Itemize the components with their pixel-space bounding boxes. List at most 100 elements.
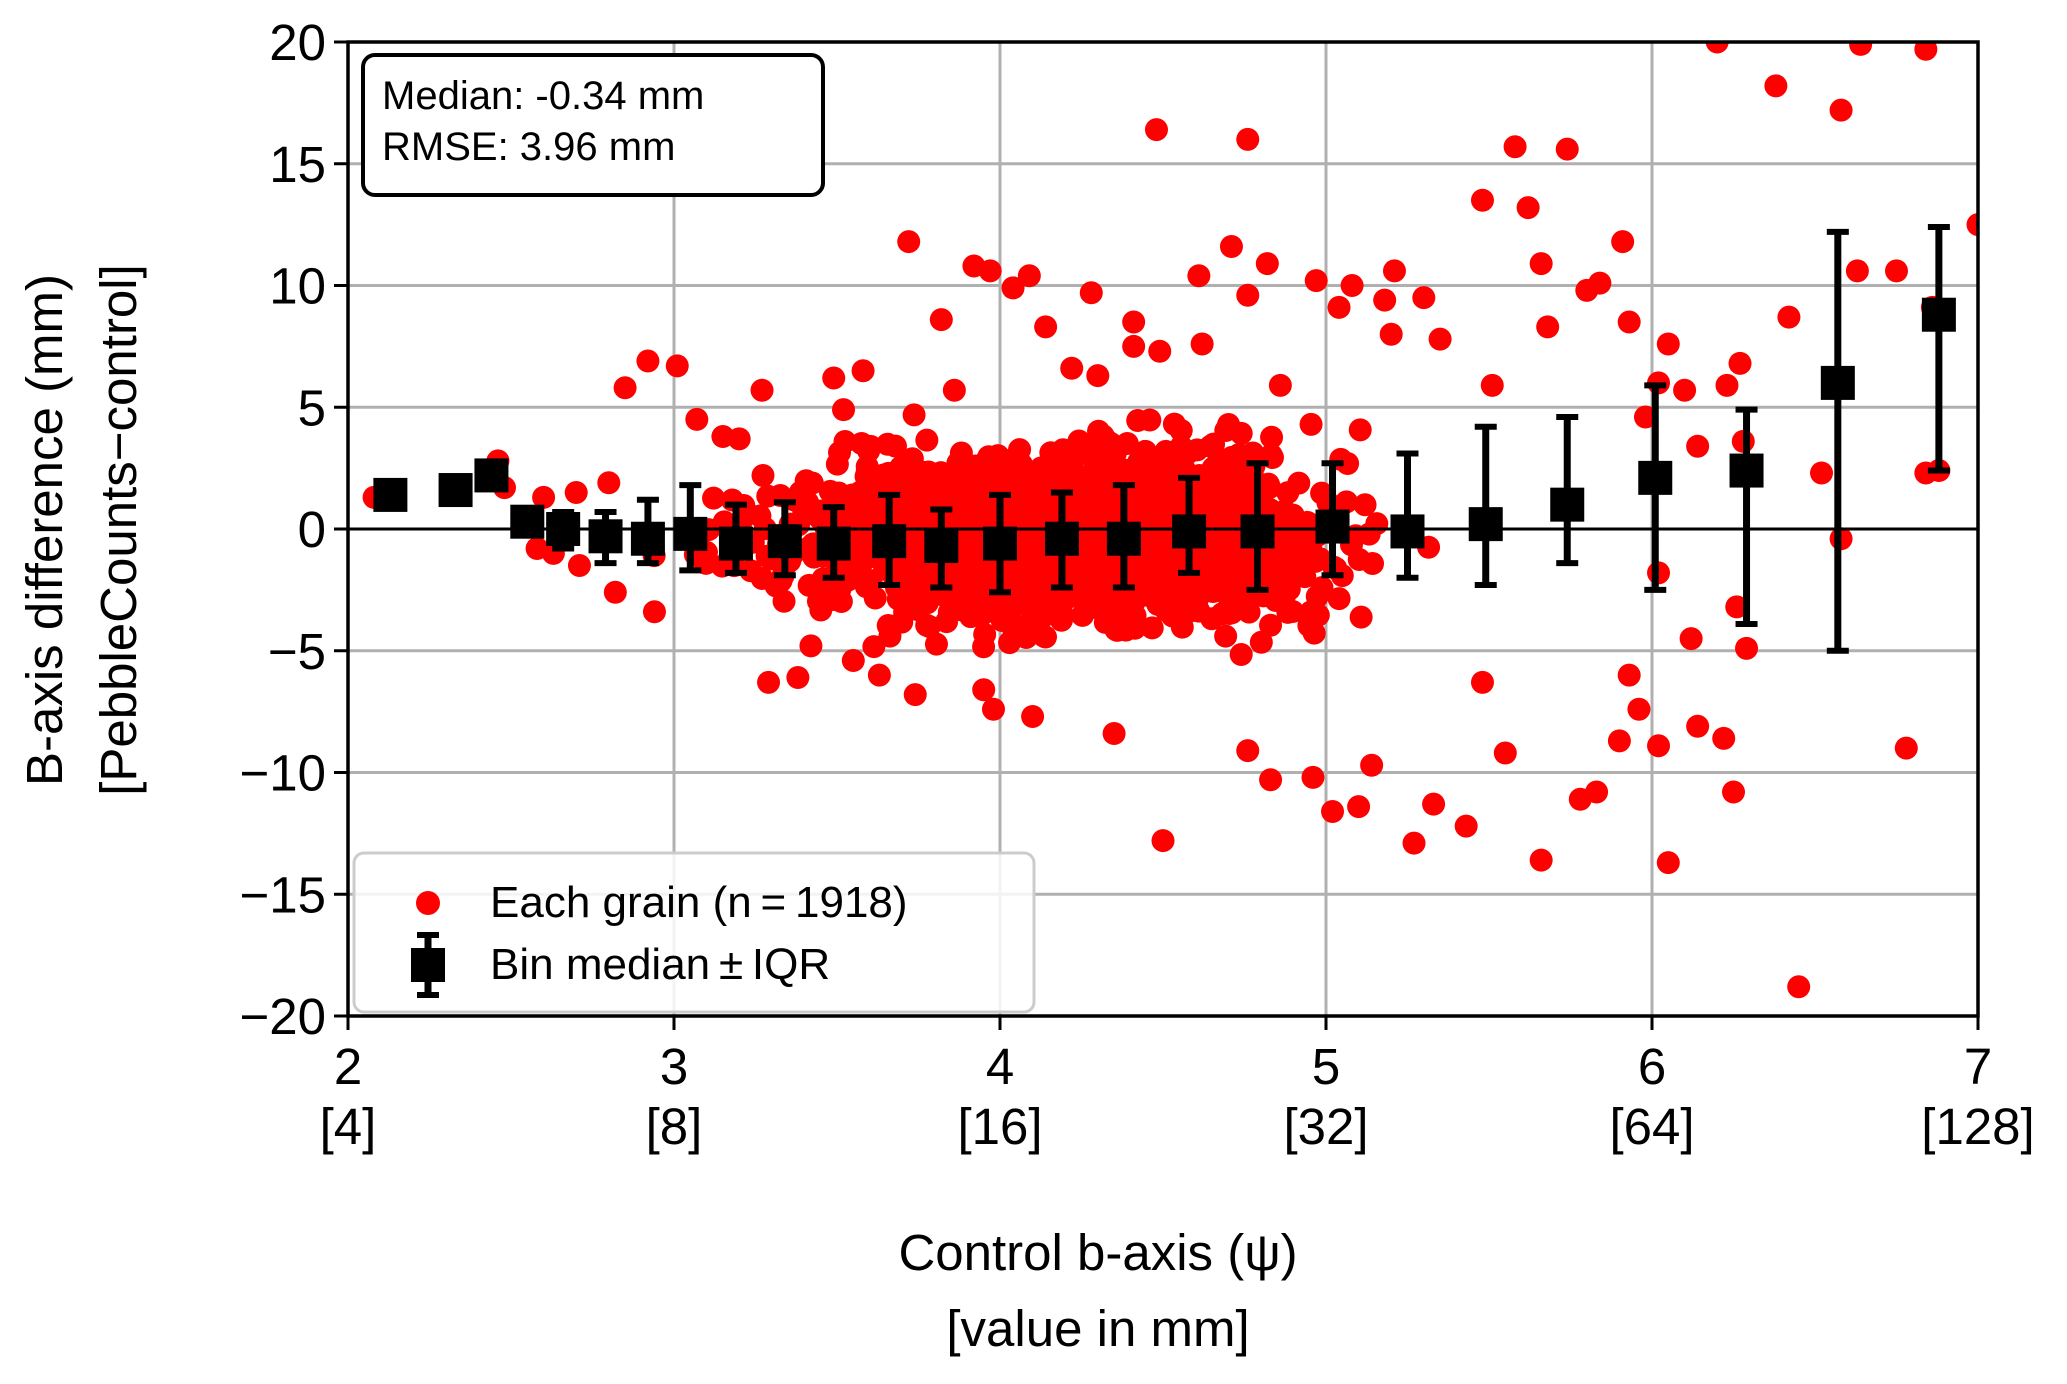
grain-point bbox=[1220, 445, 1244, 469]
grain-point bbox=[1060, 356, 1084, 380]
grain-point bbox=[1480, 373, 1504, 397]
grain-point bbox=[1617, 663, 1641, 687]
grain-point bbox=[1049, 597, 1073, 621]
grain-point bbox=[1214, 624, 1238, 648]
grain-point bbox=[832, 398, 856, 422]
grain-point bbox=[1017, 264, 1041, 288]
bin-median-marker bbox=[1172, 474, 1207, 576]
grain-point bbox=[1122, 310, 1146, 334]
grain-point bbox=[1422, 792, 1446, 816]
bin-median-marker bbox=[1106, 482, 1141, 591]
grain-point bbox=[1647, 734, 1671, 758]
grain-point bbox=[1148, 339, 1172, 363]
grain-point bbox=[1140, 616, 1164, 640]
grain-point bbox=[978, 259, 1002, 283]
x-tick-sublabel: [4] bbox=[320, 1098, 377, 1155]
grain-point bbox=[739, 559, 763, 583]
grain-point bbox=[1033, 465, 1057, 489]
grain-point bbox=[929, 308, 953, 332]
grain-point bbox=[1428, 327, 1452, 351]
bin-median-square bbox=[1172, 514, 1207, 549]
grain-point bbox=[859, 569, 883, 593]
grain-point bbox=[1115, 431, 1139, 455]
grain-point bbox=[902, 466, 926, 490]
grain-point bbox=[1914, 42, 1938, 61]
bin-median-marker bbox=[1044, 489, 1079, 591]
bin-median-square bbox=[630, 521, 665, 556]
grain-point bbox=[1715, 373, 1739, 397]
grain-point bbox=[929, 461, 953, 485]
bin-median-marker bbox=[630, 496, 665, 567]
grain-point bbox=[1849, 42, 1873, 56]
grain-point bbox=[973, 622, 997, 646]
stats-annotation: Median: -0.34 mm RMSE: 3.96 mm bbox=[361, 53, 825, 197]
bin-median-square bbox=[1468, 507, 1503, 542]
grain-point bbox=[962, 582, 986, 606]
grain-point bbox=[597, 471, 621, 495]
grain-point bbox=[1673, 378, 1697, 402]
grain-point bbox=[822, 366, 846, 390]
grain-point bbox=[902, 403, 926, 427]
grain-point bbox=[1529, 848, 1553, 872]
grain-point bbox=[1032, 561, 1056, 585]
grain-point bbox=[1810, 461, 1834, 485]
bin-median-marker bbox=[1820, 228, 1855, 654]
bin-median-marker bbox=[474, 458, 509, 493]
grain-point bbox=[1287, 471, 1311, 495]
grain-point bbox=[1787, 975, 1811, 999]
legend-bin-marker bbox=[411, 932, 445, 998]
grain-point bbox=[871, 468, 895, 492]
bin-median-marker bbox=[1240, 460, 1275, 593]
grain-point bbox=[1725, 595, 1749, 619]
grain-point bbox=[1001, 276, 1025, 300]
x-axis-subtitle: [value in mm] bbox=[946, 1300, 1249, 1357]
grain-point bbox=[1219, 235, 1243, 259]
grain-point bbox=[1066, 559, 1090, 583]
grain-point bbox=[981, 697, 1005, 721]
grain-point bbox=[1169, 435, 1193, 459]
grain-point bbox=[1217, 412, 1241, 436]
grain-point bbox=[665, 354, 689, 378]
grain-point bbox=[1633, 405, 1657, 429]
grain-point bbox=[964, 563, 988, 587]
bin-median-marker bbox=[1468, 423, 1503, 589]
grain-point bbox=[897, 230, 921, 254]
grain-point bbox=[1301, 765, 1325, 789]
axis-ticks: 2[4]3[8]4[16]5[32]6[64]7[128]20151050−5−… bbox=[239, 14, 2034, 1155]
grain-point bbox=[1607, 729, 1631, 753]
bin-median-square bbox=[983, 526, 1017, 561]
grain-point bbox=[1177, 586, 1201, 610]
grain-point bbox=[1379, 322, 1403, 346]
grain-point bbox=[1210, 548, 1234, 572]
bin-median-marker bbox=[872, 491, 907, 589]
bin-median-marker bbox=[373, 477, 408, 512]
grain-point bbox=[1144, 118, 1168, 142]
bin-median-square bbox=[474, 458, 509, 493]
bin-median-square bbox=[1106, 521, 1141, 556]
grain-point bbox=[702, 486, 726, 510]
grain-point bbox=[1138, 556, 1162, 580]
grain-point bbox=[1555, 137, 1579, 161]
bin-median-square bbox=[924, 529, 959, 564]
grain-point bbox=[603, 580, 627, 604]
grain-point bbox=[1686, 714, 1710, 738]
grain-point bbox=[1529, 252, 1553, 276]
bin-median-marker bbox=[816, 504, 851, 581]
bin-median-square bbox=[546, 512, 581, 546]
bin-median-square bbox=[373, 477, 408, 512]
grain-point bbox=[1216, 584, 1240, 608]
grain-point bbox=[772, 589, 796, 613]
bin-median-marker bbox=[1315, 460, 1350, 579]
grain-point bbox=[1679, 627, 1703, 651]
grain-point bbox=[1258, 475, 1282, 499]
legend-box bbox=[352, 851, 1036, 1014]
grain-point bbox=[1360, 753, 1384, 777]
grain-point bbox=[1095, 586, 1119, 610]
grain-point bbox=[925, 478, 949, 502]
grain-point bbox=[1036, 499, 1060, 523]
grain-point bbox=[1764, 74, 1788, 98]
grain-point bbox=[867, 663, 891, 687]
grain-point bbox=[1656, 851, 1680, 875]
grain-point bbox=[1021, 704, 1045, 728]
